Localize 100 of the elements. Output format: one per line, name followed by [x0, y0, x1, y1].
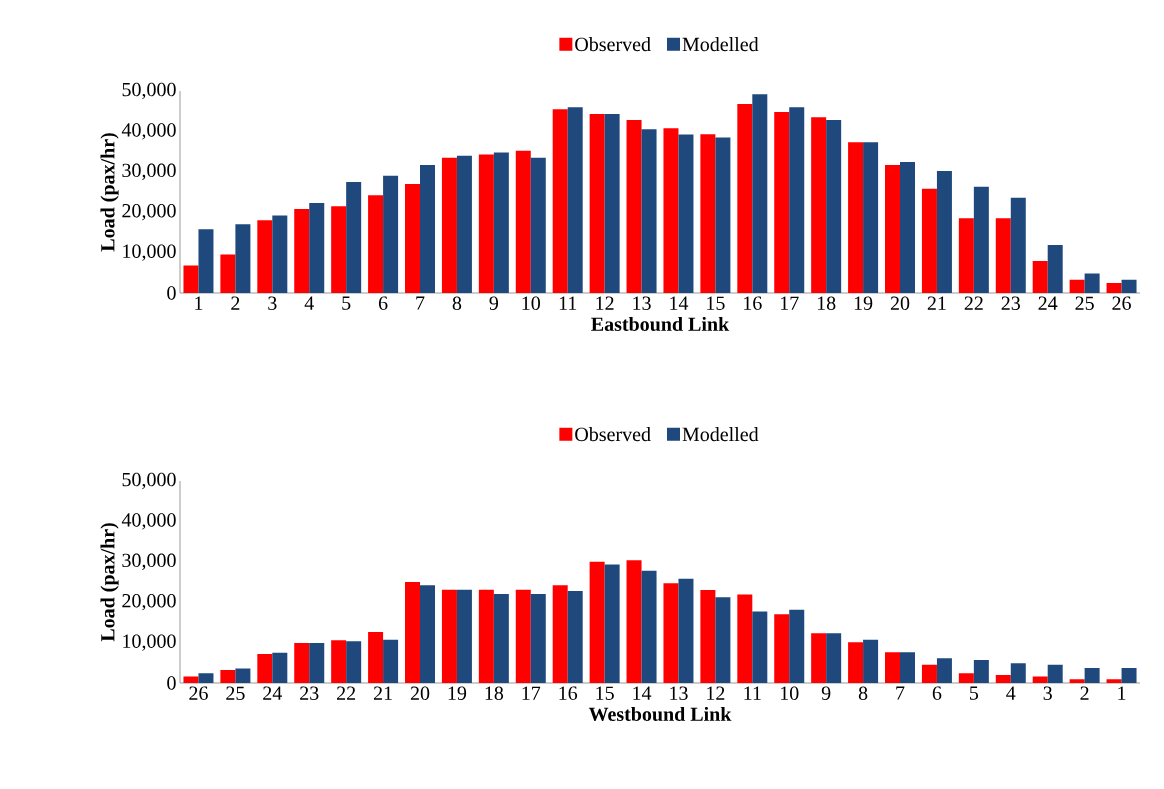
bar [346, 181, 362, 293]
bar [405, 581, 421, 683]
bar [700, 590, 716, 683]
x-tick-label: 12 [596, 296, 614, 310]
bar [309, 202, 325, 293]
bar [1047, 244, 1063, 293]
bar [346, 641, 362, 683]
x-tick-label: 13 [670, 686, 688, 700]
bar [331, 640, 347, 683]
bar [420, 164, 436, 293]
x-tick-label: 22 [964, 296, 983, 310]
bar [811, 117, 827, 293]
bar [900, 652, 916, 683]
bar [183, 265, 199, 293]
bar [220, 670, 236, 683]
x-tick-label: 1 [195, 296, 203, 310]
bar [789, 107, 805, 293]
x-tick-label: 9 [489, 296, 499, 310]
bar [626, 560, 642, 683]
bar [973, 186, 989, 293]
bar [294, 642, 310, 683]
x-tick-label: 19 [448, 686, 467, 700]
bar [936, 170, 952, 293]
x-tick-label: 6 [378, 296, 388, 310]
bar [441, 157, 457, 293]
bar [811, 633, 827, 683]
y-tick-label: 10,000 [123, 244, 176, 261]
bar [1032, 676, 1048, 683]
bar [383, 639, 399, 683]
x-tick-label: 12 [707, 686, 725, 700]
x-axis-title: Westbound Link [588, 706, 732, 722]
x-tick-label: 20 [890, 296, 910, 311]
bar [530, 594, 546, 683]
bar [936, 658, 952, 683]
legend-label: Observed [575, 427, 651, 442]
y-tick-label: 30,000 [122, 553, 176, 570]
bar [567, 590, 583, 683]
bar [589, 561, 605, 683]
x-tick-label: 5 [342, 296, 351, 310]
bar [368, 195, 384, 293]
bar [1010, 663, 1026, 683]
x-tick-label: 16 [559, 686, 578, 700]
x-tick-label: 24 [263, 686, 283, 700]
bar [863, 142, 879, 293]
x-tick-label: 11 [559, 296, 577, 310]
bar [383, 175, 399, 293]
x-tick-label: 26 [1112, 296, 1131, 310]
bar [478, 589, 494, 683]
bar [885, 164, 901, 293]
y-axis-title: Load (pax/hr) [100, 523, 119, 642]
bar [493, 594, 509, 683]
x-tick-label: 17 [522, 686, 541, 700]
x-tick-label: 7 [896, 686, 905, 700]
bar [826, 120, 842, 293]
bar [789, 609, 805, 683]
x-tick-label: 26 [189, 686, 208, 700]
bar [405, 183, 421, 293]
bar [774, 112, 790, 293]
x-tick-label: 3 [1043, 686, 1052, 700]
x-tick-label: 13 [633, 296, 651, 310]
x-tick-label: 8 [858, 686, 868, 701]
x-tick-label: 21 [373, 686, 392, 700]
bar [885, 652, 901, 683]
bar [604, 564, 620, 683]
x-tick-label: 23 [1001, 296, 1020, 310]
bar [478, 154, 494, 293]
bar [515, 589, 531, 683]
y-tick-label: 40,000 [121, 513, 176, 530]
y-tick-label: 50,000 [122, 82, 176, 100]
y-tick-label: 40,000 [121, 123, 176, 140]
y-tick-label: 0 [167, 676, 176, 690]
x-tick-label: 4 [304, 296, 314, 310]
x-tick-label: 19 [854, 296, 873, 310]
bar [848, 642, 864, 683]
x-tick-label: 4 [1006, 686, 1016, 700]
y-tick-label: 50,000 [122, 472, 176, 490]
x-tick-label: 1 [1118, 686, 1126, 700]
bar [198, 673, 214, 683]
bar [183, 676, 199, 683]
x-tick-label: 17 [780, 296, 799, 310]
bar [626, 120, 642, 293]
legend-label: Observed [575, 37, 651, 52]
bar [700, 134, 716, 293]
y-axis-title: Load (pax/hr) [100, 133, 119, 252]
bar [456, 589, 472, 683]
bar [515, 150, 531, 293]
bar [678, 578, 694, 683]
x-tick-label: 6 [932, 686, 942, 700]
x-tick-label: 15 [707, 296, 725, 310]
bar [1121, 279, 1137, 293]
bar [958, 673, 974, 683]
bar [420, 585, 436, 683]
bar [368, 632, 384, 683]
x-tick-label: 9 [821, 686, 831, 700]
bar [1106, 282, 1122, 293]
bar [752, 611, 768, 683]
bar [1106, 679, 1122, 683]
bar [848, 142, 864, 293]
bar [294, 208, 310, 293]
bar [663, 583, 679, 683]
